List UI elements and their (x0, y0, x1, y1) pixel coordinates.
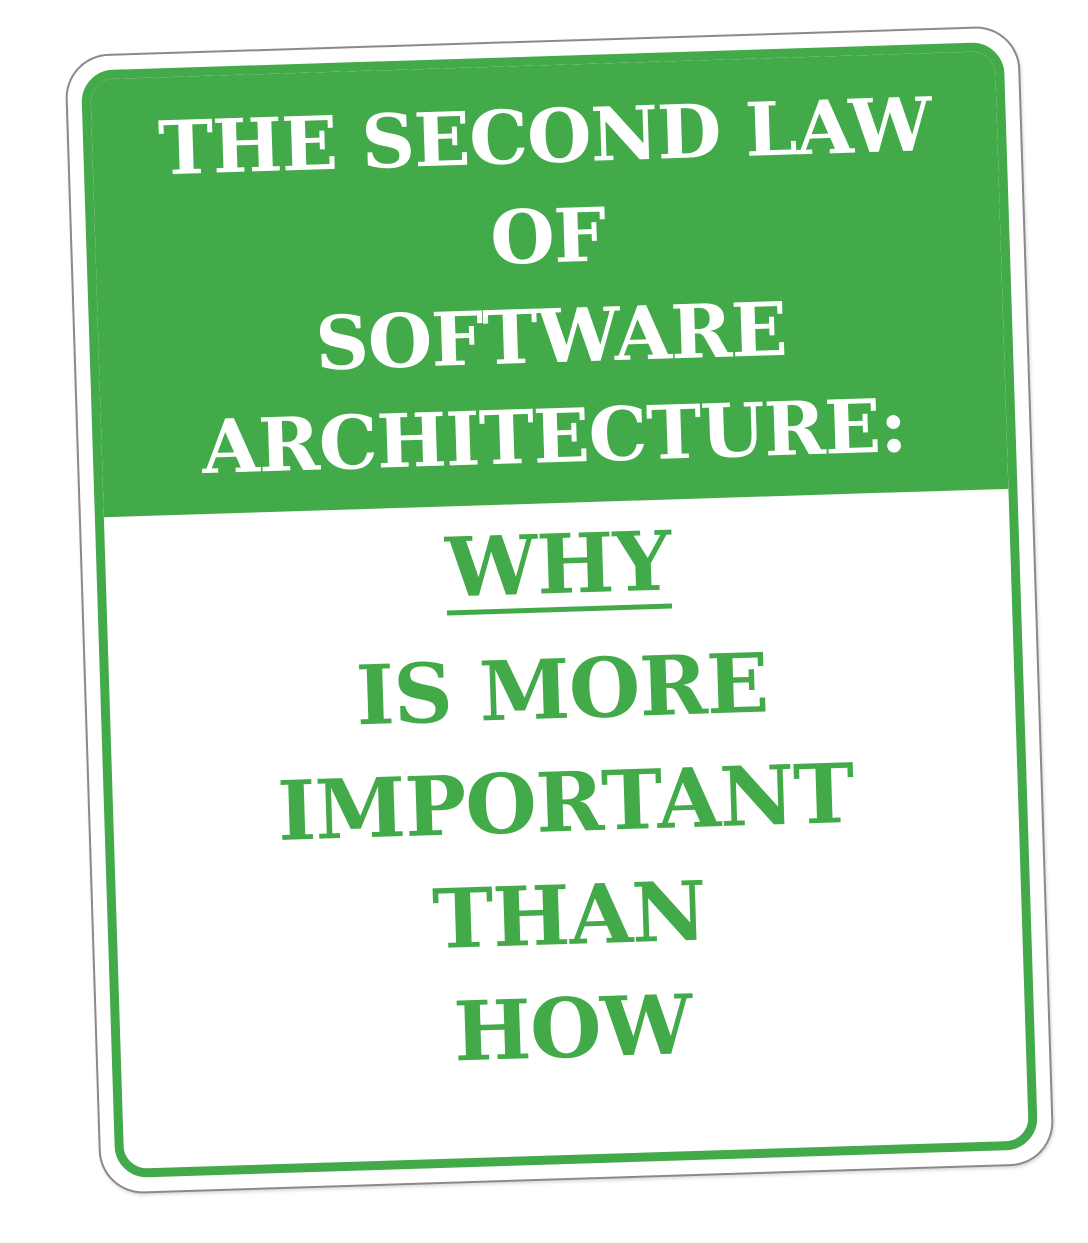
sign-body-line-why: WHY (444, 513, 673, 617)
sign-body-panel: WHY IS MORE IMPORTANT THAN HOW (104, 489, 1029, 1169)
sign-border: THE SECOND LAW OF SOFTWARE ARCHITECTURE:… (80, 41, 1039, 1179)
road-sign: THE SECOND LAW OF SOFTWARE ARCHITECTURE:… (64, 25, 1055, 1195)
sign-header-line-3: SOFTWARE (314, 286, 788, 388)
sign-body-line-3: IMPORTANT (276, 745, 855, 860)
sign-body-line-2: IS MORE (354, 635, 770, 745)
sign-header-line-2: OF (488, 192, 607, 282)
sign-header-line-4: ARCHITECTURE: (200, 383, 908, 492)
sign-header-panel: THE SECOND LAW OF SOFTWARE ARCHITECTURE: (90, 51, 1009, 518)
sign-body-line-5: HOW (452, 977, 694, 1081)
sign-body-line-4: THAN (431, 863, 708, 969)
sign-header-line-1: THE SECOND LAW (157, 82, 933, 193)
